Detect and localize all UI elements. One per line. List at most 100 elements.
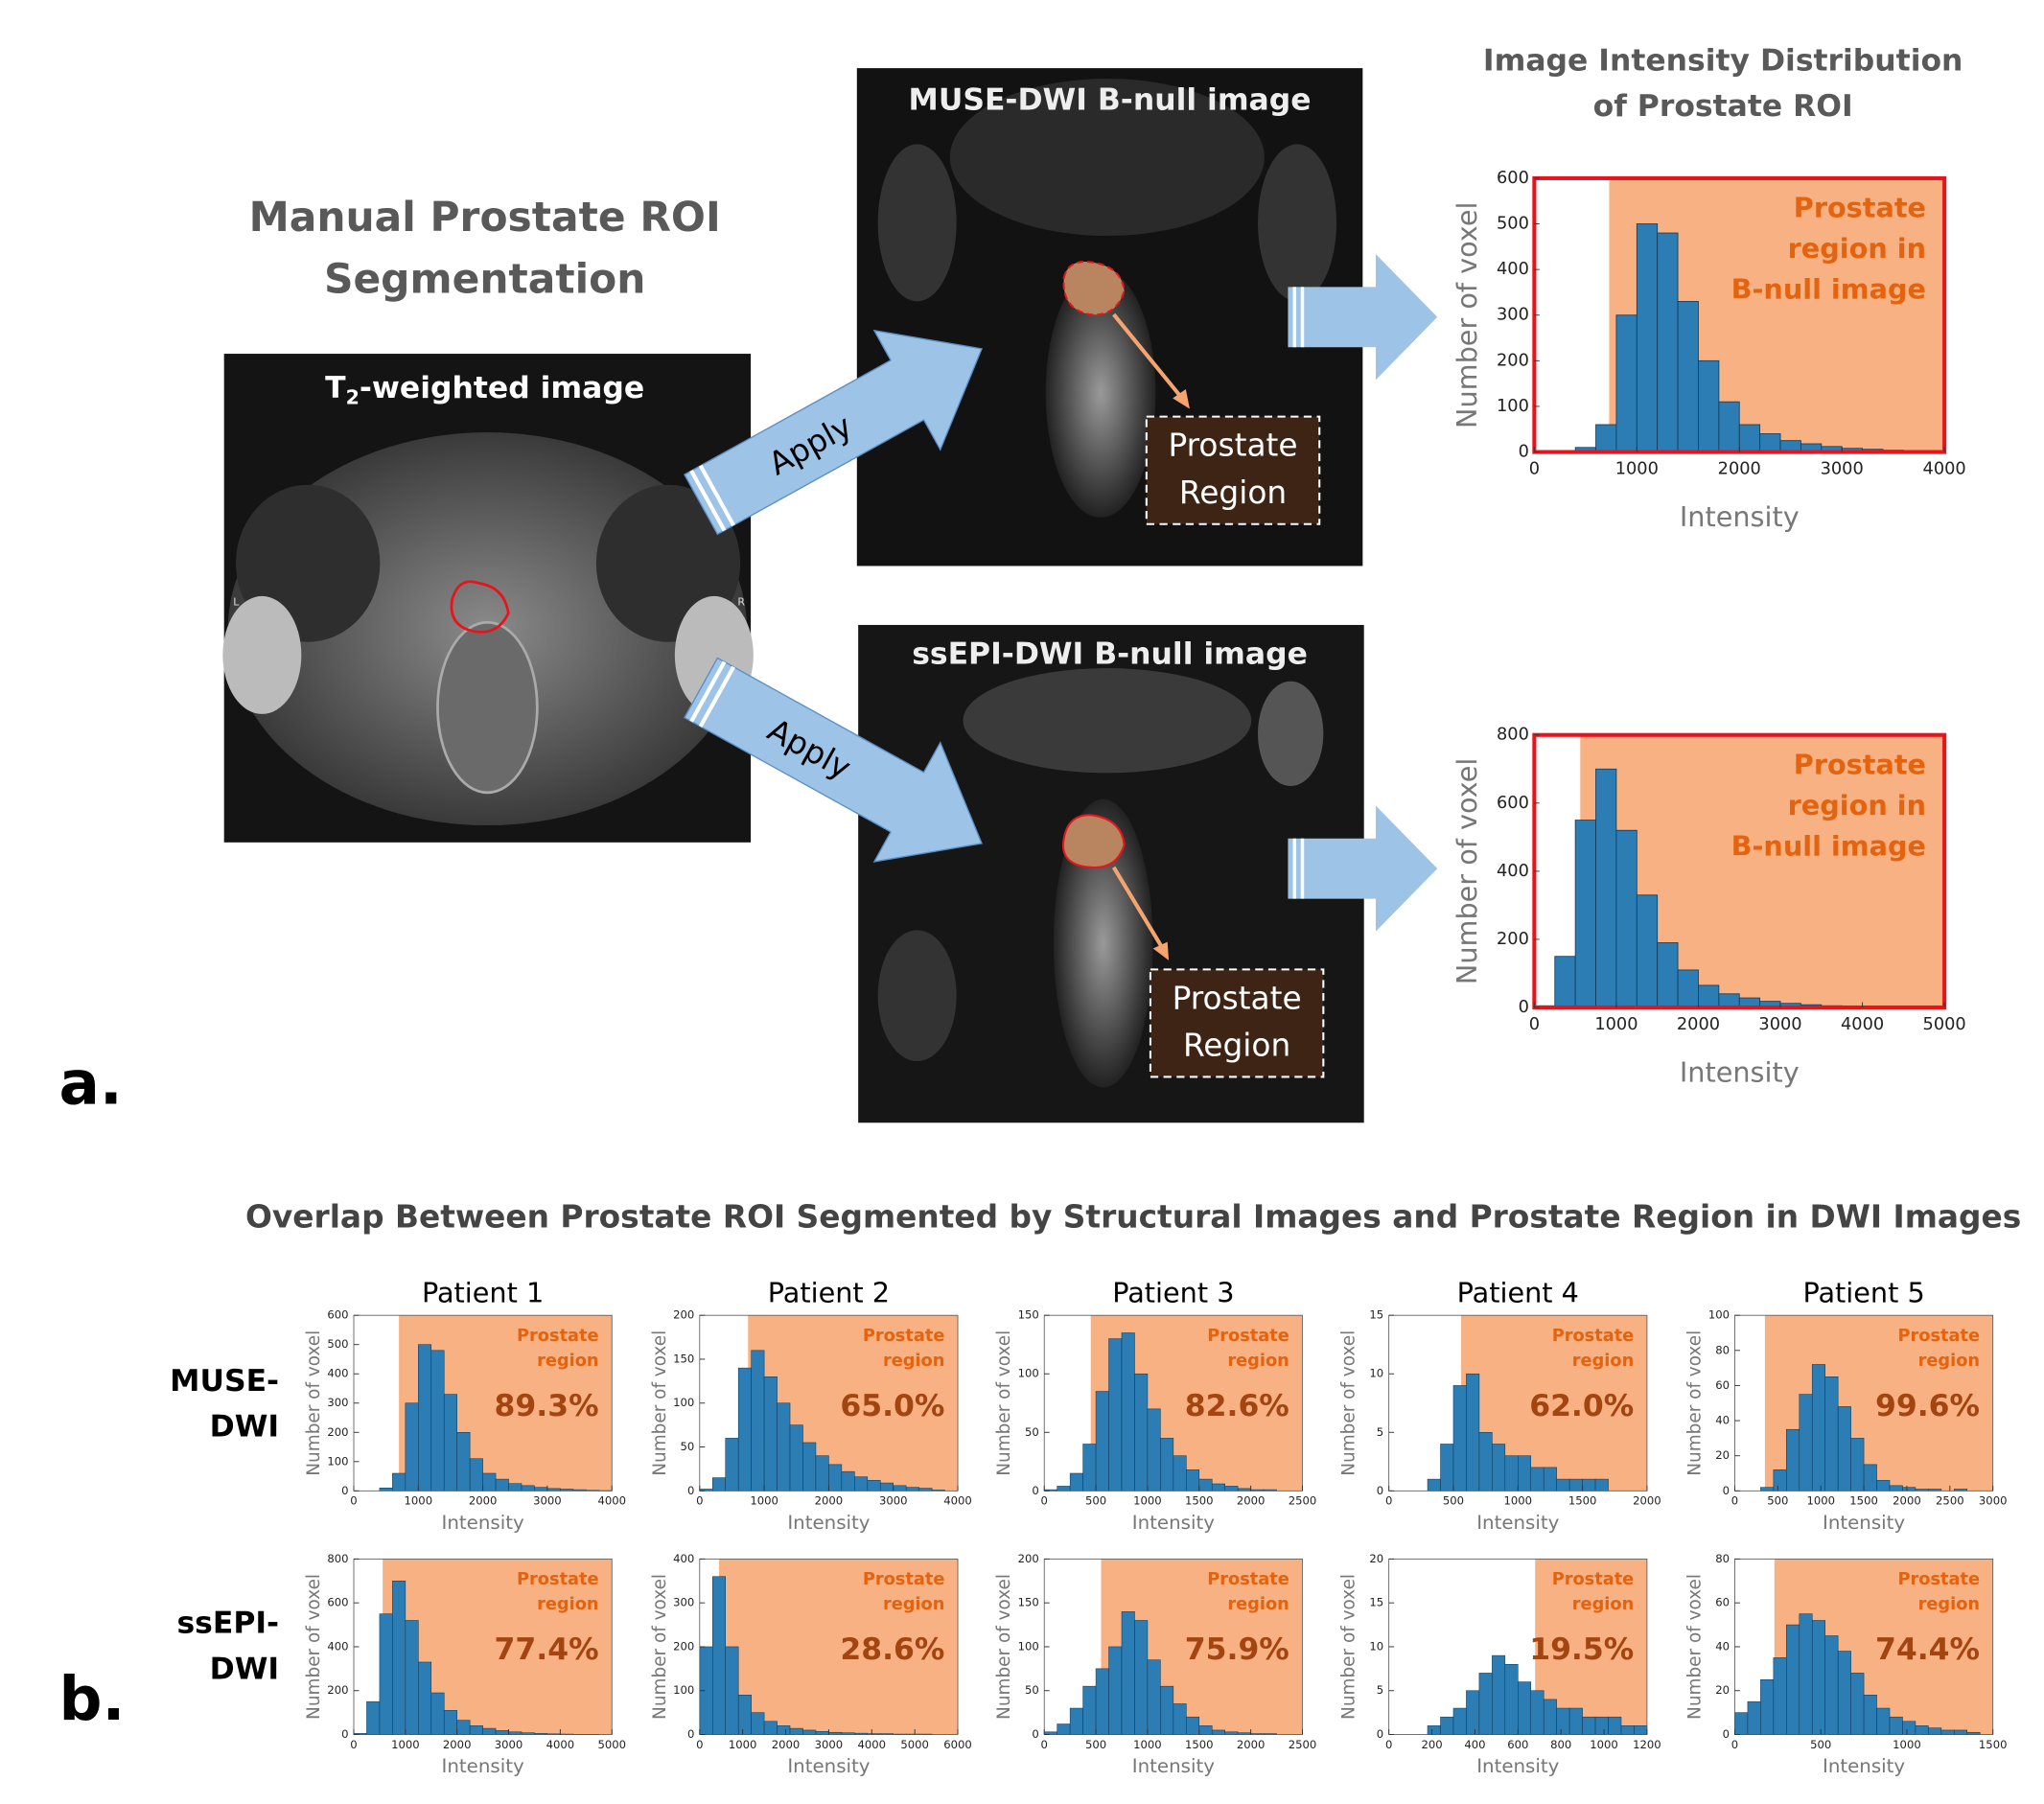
region-box: [1149, 968, 1325, 1078]
bar: [508, 1731, 523, 1735]
y-tick-label: 40: [1715, 1414, 1730, 1427]
bar: [725, 1646, 739, 1735]
y-tick-label: 100: [673, 1396, 694, 1409]
overlap-percent: 99.6%: [1875, 1389, 1980, 1423]
y-tick-label: 0: [1723, 1727, 1730, 1741]
panel-label: a.: [59, 1048, 123, 1118]
bar: [1568, 1478, 1583, 1492]
y-axis-label: Number of voxel: [1451, 758, 1483, 985]
y-tick-label: 15: [1369, 1308, 1383, 1322]
bar: [366, 1700, 381, 1735]
x-tick-label: 0: [350, 1494, 357, 1508]
y-tick-label: 200: [673, 1308, 694, 1322]
histogram: 0 5 10 15 0 500 1000 1500 2000 Intensity Number of…: [1339, 1276, 1661, 1534]
x-tick-label: 4000: [597, 1494, 626, 1508]
bar: [751, 1350, 765, 1492]
x-tick-label: 1000: [1133, 1494, 1162, 1508]
y-tick-label: 50: [681, 1440, 695, 1453]
y-tick-label: 0: [1377, 1727, 1383, 1741]
overlap-percent: 82.6%: [1185, 1389, 1289, 1423]
annotation: region: [1918, 1352, 1980, 1371]
bar: [1543, 1467, 1557, 1492]
x-tick-label: 1200: [1633, 1738, 1661, 1751]
bar: [1427, 1725, 1441, 1735]
row-label: DWI: [210, 1410, 279, 1445]
y-tick-label: 0: [341, 1727, 348, 1741]
x-tick-label: 3000: [1758, 1015, 1801, 1034]
x-axis-label: Intensity: [1680, 1056, 1800, 1089]
x-tick-label: 600: [1507, 1738, 1528, 1751]
bar: [1718, 993, 1740, 1008]
bar: [1198, 1478, 1213, 1492]
y-tick-label: 15: [1369, 1596, 1383, 1609]
y-tick-label: 500: [327, 1337, 348, 1351]
bar: [1121, 1332, 1135, 1492]
chart-title: Patient 1: [422, 1276, 544, 1308]
bar: [392, 1581, 406, 1735]
y-tick-label: 0: [341, 1484, 348, 1497]
annotation: region: [1572, 1595, 1634, 1614]
bar: [1889, 1485, 1903, 1492]
pointer-line: [1112, 312, 1185, 402]
y-tick-label: 0: [687, 1484, 694, 1497]
bar: [1504, 1455, 1519, 1492]
x-tick-label: 4000: [1923, 459, 1966, 478]
y-tick-label: 500: [1497, 215, 1529, 234]
x-tick-label: 500: [1443, 1494, 1464, 1508]
image-title: ssEPI-DWI B-null image: [912, 636, 1308, 671]
panel-label: b.: [59, 1664, 126, 1734]
row-label: ssEPI-: [176, 1607, 279, 1641]
anatomy: [436, 620, 539, 795]
histogram: 0 100 200 300 400 500 600 0 1000 2000 3000 4000 Inte…: [1451, 169, 1966, 533]
bar: [534, 1487, 548, 1492]
x-tick-label: 800: [1550, 1738, 1571, 1751]
x-tick-label: 2000: [1237, 1494, 1266, 1508]
x-tick-label: 3000: [1979, 1494, 2008, 1508]
bar: [905, 1487, 919, 1492]
y-tick-label: 50: [1025, 1683, 1039, 1697]
x-tick-label: 1000: [1806, 1494, 1835, 1508]
x-axis-label: Intensity: [442, 1512, 524, 1534]
bar: [815, 1731, 829, 1735]
x-tick-label: 0: [1385, 1494, 1392, 1508]
histogram: 0 100 200 300 400 500 600 0 1000 2000 3000 4000 Inte…: [304, 1276, 626, 1534]
bar: [1556, 1707, 1570, 1735]
x-tick-label: 500: [1810, 1738, 1831, 1751]
bar: [854, 1476, 869, 1492]
bar: [1057, 1486, 1071, 1492]
bar: [1718, 401, 1740, 452]
y-tick-label: 40: [1715, 1639, 1730, 1653]
bar: [1760, 1679, 1775, 1735]
annotation: region: [537, 1595, 598, 1614]
bar: [867, 1480, 881, 1492]
bar: [405, 1402, 419, 1492]
bar: [789, 1424, 803, 1492]
x-axis-label: Intensity: [1476, 1755, 1559, 1777]
section-title: of Prostate ROI: [1593, 89, 1853, 124]
y-tick-label: 200: [673, 1639, 694, 1653]
bar: [1863, 1464, 1877, 1492]
x-tick-label: 3000: [879, 1494, 908, 1508]
y-tick-label: 400: [327, 1367, 348, 1380]
bar: [1556, 1478, 1570, 1492]
bar: [1478, 1431, 1493, 1492]
y-tick-label: 0: [1723, 1484, 1730, 1497]
y-axis-label: Number of voxel: [1339, 1574, 1359, 1720]
x-tick-label: 5000: [900, 1738, 929, 1751]
y-tick-label: 150: [1018, 1596, 1039, 1609]
bar: [1634, 1725, 1648, 1735]
x-tick-label: 2000: [1237, 1738, 1266, 1751]
y-tick-label: 600: [327, 1596, 348, 1609]
x-tick-label: 1000: [1893, 1738, 1921, 1751]
bar: [1440, 1444, 1454, 1492]
image-title-part: T: [325, 371, 346, 405]
bar: [789, 1727, 803, 1735]
section-title: Manual Prostate ROI: [249, 194, 721, 241]
x-tick-label: 1500: [1979, 1738, 2008, 1751]
bar: [1504, 1663, 1519, 1735]
bar: [1492, 1654, 1506, 1735]
bar: [751, 1712, 765, 1735]
bar: [1850, 1438, 1865, 1492]
x-tick-label: 200: [1421, 1738, 1442, 1751]
roi-outline: [1061, 814, 1126, 869]
